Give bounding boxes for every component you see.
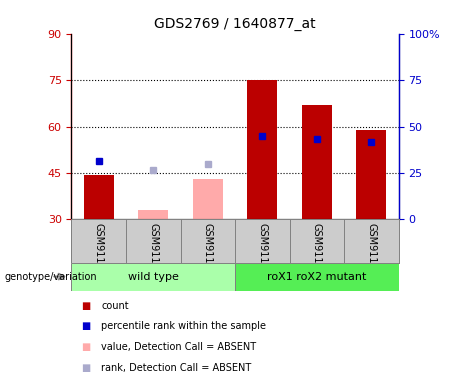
Text: count: count bbox=[101, 301, 129, 310]
Text: GSM91135: GSM91135 bbox=[148, 223, 158, 276]
Bar bbox=[193, 179, 223, 219]
Bar bbox=[235, 262, 399, 291]
Bar bbox=[356, 130, 386, 219]
Text: ■: ■ bbox=[81, 363, 90, 372]
Text: ■: ■ bbox=[81, 301, 90, 310]
Text: value, Detection Call = ABSENT: value, Detection Call = ABSENT bbox=[101, 342, 256, 352]
Bar bbox=[302, 105, 332, 219]
Bar bbox=[71, 262, 235, 291]
Title: GDS2769 / 1640877_at: GDS2769 / 1640877_at bbox=[154, 17, 316, 32]
Text: roX1 roX2 mutant: roX1 roX2 mutant bbox=[267, 272, 366, 282]
Bar bbox=[84, 174, 114, 219]
Text: rank, Detection Call = ABSENT: rank, Detection Call = ABSENT bbox=[101, 363, 252, 372]
Text: percentile rank within the sample: percentile rank within the sample bbox=[101, 321, 266, 331]
Bar bbox=[248, 80, 278, 219]
Text: GSM91138: GSM91138 bbox=[203, 223, 213, 276]
Text: GSM91119: GSM91119 bbox=[257, 223, 267, 276]
Text: GSM91121: GSM91121 bbox=[312, 223, 322, 276]
Text: ■: ■ bbox=[81, 342, 90, 352]
Text: wild type: wild type bbox=[128, 272, 179, 282]
Bar bbox=[138, 210, 168, 219]
Text: GSM91133: GSM91133 bbox=[94, 223, 104, 276]
Text: ■: ■ bbox=[81, 321, 90, 331]
Text: GSM91131: GSM91131 bbox=[366, 223, 377, 276]
Text: genotype/variation: genotype/variation bbox=[5, 272, 97, 282]
